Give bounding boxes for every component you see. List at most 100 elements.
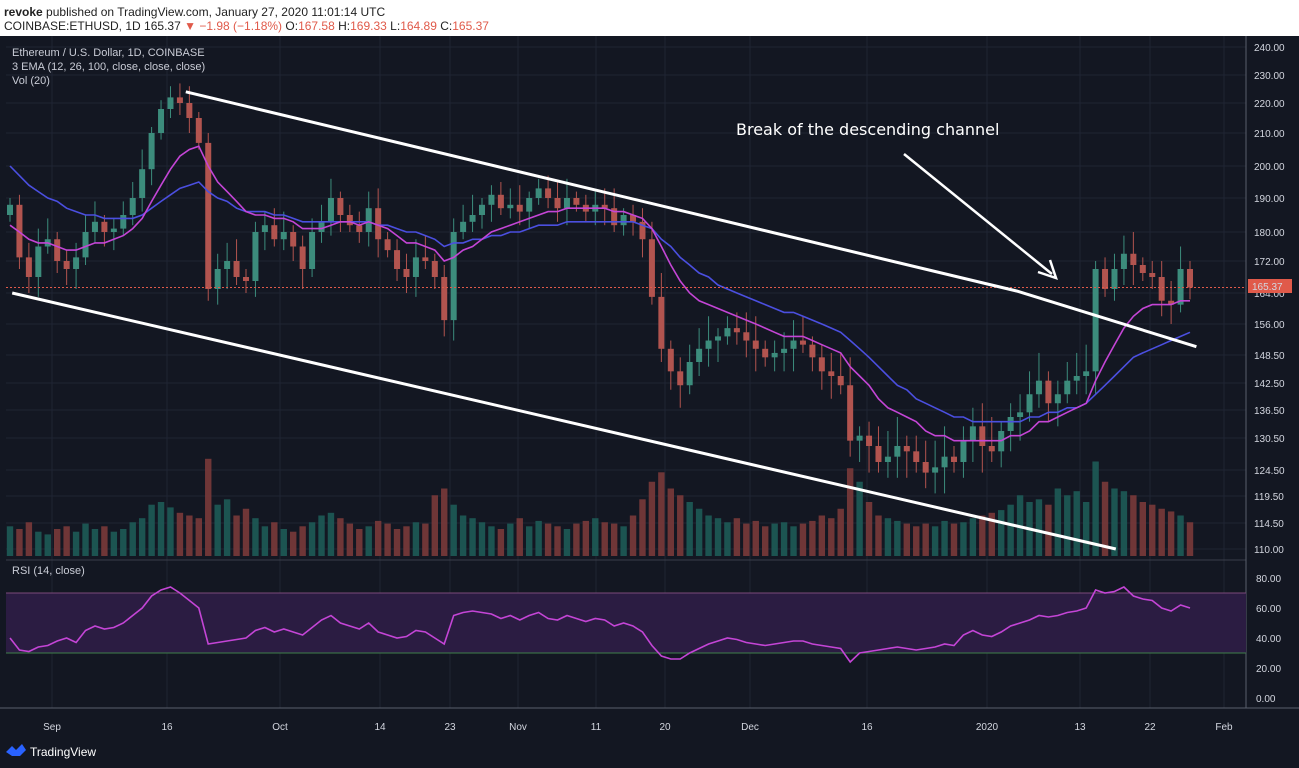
candle-body <box>771 352 778 358</box>
volume-bar <box>658 472 665 556</box>
time-tick-label: 13 <box>1074 722 1086 733</box>
candle-body <box>847 385 854 441</box>
candle-body <box>535 188 542 198</box>
volume-bar <box>35 531 42 556</box>
price-tick-label: 156.00 <box>1254 320 1285 331</box>
volume-bar <box>54 529 61 556</box>
candle-body <box>91 221 98 232</box>
candle-body <box>497 194 504 209</box>
rsi-legend: RSI (14, close) <box>12 565 85 577</box>
candle-body <box>507 204 514 209</box>
time-tick-label: 16 <box>161 722 173 733</box>
price-tick-label: 200.00 <box>1254 162 1285 173</box>
price-axis[interactable]: 240.00 230.00 220.00 210.00 200.00 190.00 180.… <box>1254 43 1285 705</box>
volume-bar <box>346 523 354 556</box>
channel-break-annotation: Break of the descending channel <box>736 120 999 139</box>
candle-body <box>828 371 835 376</box>
candle-body <box>790 340 797 349</box>
tradingview-logo[interactable]: TradingView <box>6 744 96 759</box>
rsi-pane <box>6 586 1246 664</box>
candle-body <box>110 228 117 232</box>
rsi-tick-label: 0.00 <box>1256 694 1276 705</box>
volume-bar <box>1007 504 1014 556</box>
candle-body <box>932 467 939 473</box>
volume-bar <box>1101 481 1109 556</box>
candle-body <box>365 208 372 232</box>
price-tick-label: 210.00 <box>1254 129 1285 140</box>
volume-bar <box>903 523 910 556</box>
candle-body <box>299 246 306 269</box>
candle-body <box>120 215 127 229</box>
candle-body <box>554 198 561 209</box>
volume-bar <box>554 526 561 556</box>
time-tick-label: 11 <box>591 722 602 733</box>
volume-bar <box>327 512 335 556</box>
volume-bar <box>138 518 146 556</box>
candle-body <box>82 232 89 258</box>
candle-body <box>1177 269 1184 305</box>
author-name[interactable]: revoke <box>4 5 43 19</box>
volume-bar <box>365 526 372 556</box>
volume-bar <box>884 518 892 556</box>
volume-bar <box>16 529 23 556</box>
volume-bar <box>441 488 448 556</box>
candle-body <box>318 221 325 232</box>
volume-bar <box>205 458 212 556</box>
volume-bar <box>129 522 136 556</box>
rsi-tick-label: 80.00 <box>1256 574 1281 585</box>
volume-bar <box>507 523 514 556</box>
rsi-tick-label: 20.00 <box>1256 664 1281 675</box>
candle-body <box>186 103 193 118</box>
candle-body <box>1120 253 1127 269</box>
candle-body <box>951 456 957 462</box>
candle-body <box>884 456 891 462</box>
candle-body <box>960 440 967 462</box>
candle-body <box>866 435 873 446</box>
candle-body <box>479 204 485 215</box>
volume-bar <box>1073 491 1080 556</box>
ema-fast-line <box>9 145 1190 442</box>
volume-bar <box>941 520 948 556</box>
price-tick-label: 142.50 <box>1254 379 1285 390</box>
price-tick-label: 172.00 <box>1254 257 1285 268</box>
tradingview-icon <box>6 744 26 756</box>
candle-body <box>705 340 712 349</box>
time-tick-label: Nov <box>509 722 527 733</box>
volume-bar <box>573 523 580 556</box>
volume-bar <box>913 526 920 556</box>
price-tick-label: 136.50 <box>1254 406 1285 417</box>
low-value: 164.89 <box>400 19 437 33</box>
volume-bar <box>535 520 542 556</box>
volume-bar <box>384 523 391 556</box>
candle-body <box>601 204 608 209</box>
volume-bar <box>686 502 693 556</box>
open-value: 167.58 <box>298 19 335 33</box>
time-tick-label: Dec <box>741 722 759 733</box>
price-badge-label: 165.37 <box>1252 282 1283 293</box>
price-chart[interactable]: 240.00230.00220.00210.00200.00190.00180.… <box>0 36 1299 768</box>
descending-channel <box>11 90 1197 551</box>
volume-bar <box>762 526 769 556</box>
rsi-tick-label: 60.00 <box>1256 604 1281 615</box>
volume-bar <box>280 529 287 556</box>
volume-bar <box>422 523 429 556</box>
volume-bar <box>771 523 778 556</box>
volume-bar <box>186 515 193 556</box>
candle-body <box>1007 417 1014 431</box>
rsi-tick-label: 40.00 <box>1256 634 1281 645</box>
volume-bar <box>459 515 467 556</box>
volume-bar <box>979 515 986 556</box>
candle-body <box>837 376 844 386</box>
volume-bar <box>101 526 108 556</box>
candle-body <box>922 462 929 473</box>
volume-bar <box>828 518 835 556</box>
time-axis[interactable]: Sep 16 Oct 14 23 Nov 11 20 Dec 16 2020 13 22 Feb <box>43 722 1233 733</box>
volume-bar <box>1045 504 1052 556</box>
volume-bar <box>809 520 816 556</box>
volume-bar <box>91 529 99 556</box>
volume-bar <box>403 526 410 556</box>
candle-body <box>969 426 976 441</box>
candle-body <box>979 426 986 446</box>
volume-bar <box>176 512 184 556</box>
candle-body <box>346 215 353 226</box>
